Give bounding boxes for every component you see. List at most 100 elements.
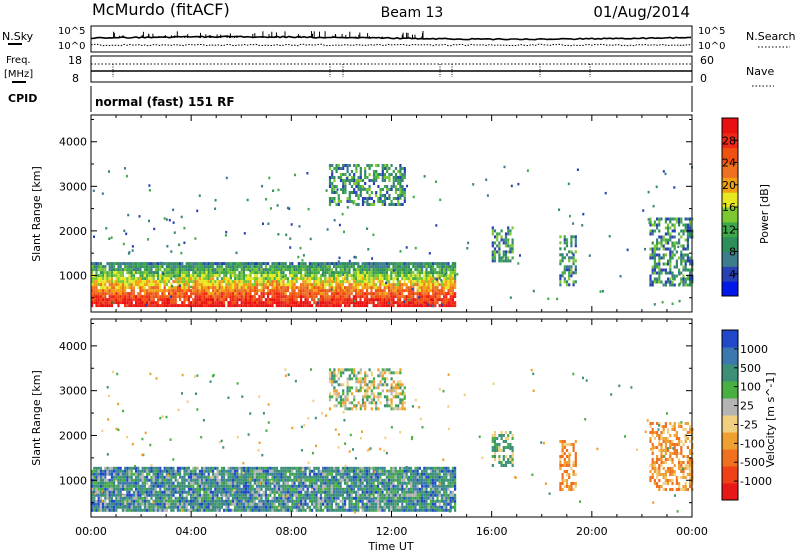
range-cell [106, 274, 109, 278]
range-cell [412, 286, 415, 290]
scatter-cell [179, 269, 182, 272]
range-cell [225, 508, 228, 512]
range-cell [293, 475, 296, 479]
range-cell [504, 253, 508, 257]
range-cell [148, 265, 151, 269]
range-cell [179, 289, 182, 293]
range-cell [326, 496, 329, 500]
range-cell [260, 304, 263, 308]
range-cell [110, 289, 113, 293]
range-cell [449, 298, 452, 302]
range-cell [405, 265, 408, 269]
range-cell [91, 289, 94, 293]
range-cell [269, 265, 272, 269]
range-cell [253, 295, 256, 299]
range-cell [344, 505, 347, 509]
range-cell [236, 301, 239, 305]
range-cell [225, 472, 228, 476]
range-cell [148, 499, 151, 503]
range-cell [150, 271, 153, 275]
range-cell [331, 176, 334, 179]
range-cell [262, 289, 265, 293]
range-cell [686, 259, 689, 263]
range-cell [93, 289, 96, 293]
scatter-cell [647, 218, 650, 221]
range-cell [300, 484, 303, 488]
range-cell [106, 304, 109, 308]
scatter-cell [163, 217, 166, 220]
range-cell [181, 304, 184, 308]
range-cell [447, 277, 450, 281]
range-cell [143, 262, 146, 266]
range-cell [656, 277, 659, 281]
range-cell [176, 286, 179, 290]
range-cell [196, 271, 199, 275]
range-cell [675, 217, 678, 221]
range-cell [161, 484, 164, 488]
range-cell [493, 259, 497, 263]
range-cell [397, 182, 400, 185]
range-cell [196, 292, 199, 296]
range-cell [451, 301, 454, 305]
range-cell [161, 469, 164, 473]
range-cell [326, 475, 329, 479]
range-cell [311, 499, 314, 503]
range-cell [223, 277, 226, 281]
range-cell [216, 295, 219, 299]
range-cell [132, 496, 135, 500]
range-cell [357, 182, 360, 185]
range-cell [379, 286, 382, 290]
range-cell [671, 250, 674, 254]
range-cell [245, 484, 248, 488]
range-cell [317, 502, 320, 506]
range-cell [271, 481, 274, 485]
range-cell [280, 499, 283, 503]
range-cell [115, 469, 118, 473]
range-cell [154, 478, 157, 482]
range-cell [284, 265, 287, 269]
range-cell [275, 496, 278, 500]
range-cell [275, 295, 278, 299]
range-cell [91, 271, 94, 275]
nsearch-trace [90, 43, 692, 47]
range-cell [93, 286, 96, 290]
range-cell [427, 280, 430, 284]
range-cell [284, 298, 287, 302]
range-cell [319, 286, 322, 290]
range-cell [115, 271, 118, 275]
range-cell [225, 292, 228, 296]
range-cell [399, 203, 402, 206]
range-cell [344, 265, 347, 269]
range-cell [383, 292, 386, 296]
range-cell [99, 283, 102, 287]
range-cell [390, 283, 393, 287]
range-cell [212, 304, 215, 308]
range-cell [383, 262, 386, 266]
range-cell [187, 295, 190, 299]
range-cell [113, 295, 116, 299]
range-cell [297, 466, 300, 470]
range-cell [346, 262, 349, 266]
range-cell [275, 280, 278, 284]
range-cell [240, 508, 243, 512]
range-cell [256, 508, 259, 512]
range-cell [207, 481, 210, 485]
range-cell [205, 265, 208, 269]
range-cell [361, 283, 364, 287]
range-cell [207, 301, 210, 305]
range-cell [669, 217, 672, 221]
range-cell [179, 280, 182, 284]
range-cell [104, 304, 107, 308]
range-cell [157, 496, 160, 500]
range-cell [203, 304, 206, 308]
range-cell [143, 298, 146, 302]
range-cell [649, 256, 652, 260]
range-cell [671, 253, 674, 257]
range-cell [185, 502, 188, 506]
range-cell [141, 289, 144, 293]
range-cell [251, 283, 254, 287]
range-cell [141, 481, 144, 485]
range-cell [249, 502, 252, 506]
range-cell [381, 170, 384, 173]
range-cell [491, 229, 494, 233]
